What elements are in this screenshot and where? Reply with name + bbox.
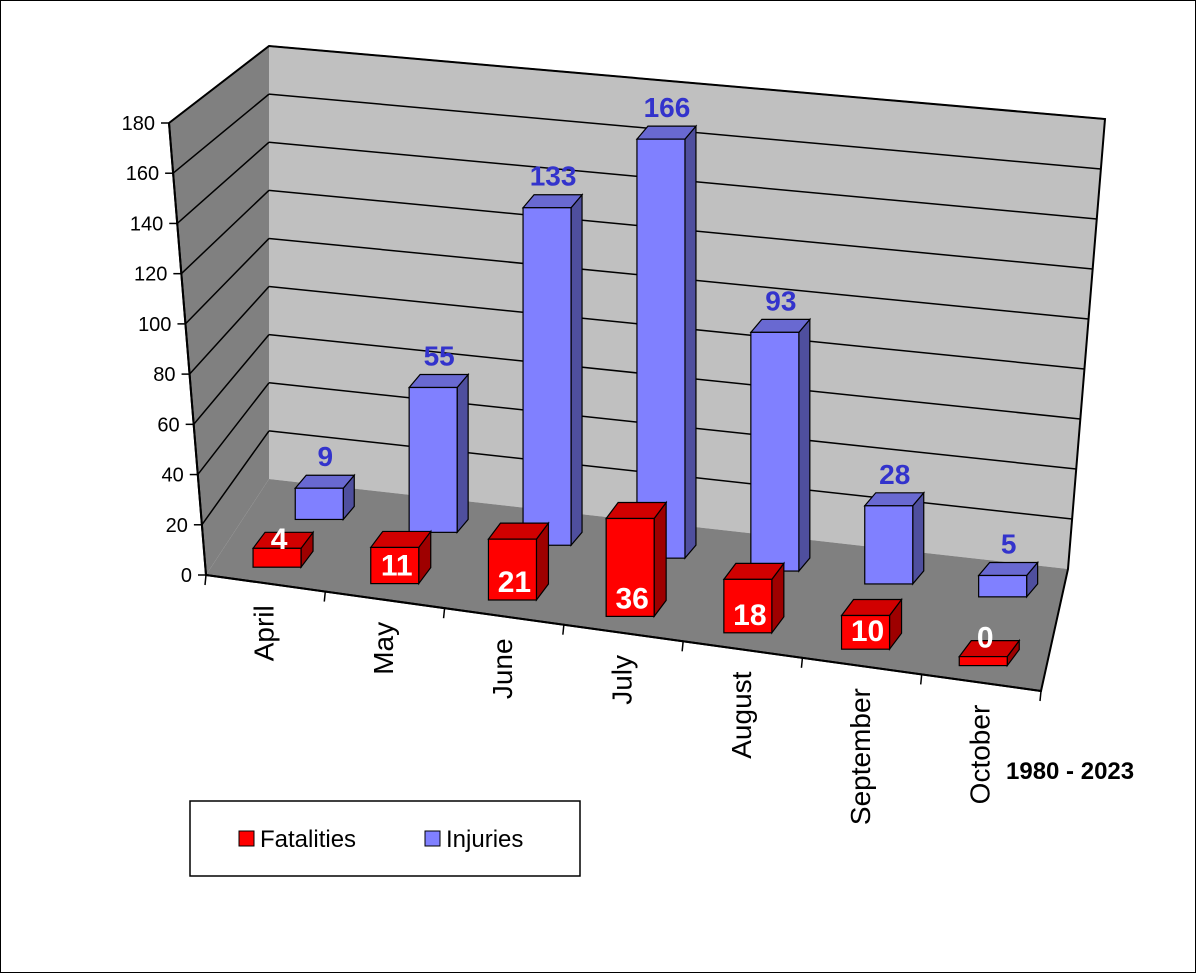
legend: Fatalities Injuries xyxy=(189,800,581,877)
gridline-side xyxy=(193,334,270,425)
x-tick-mark xyxy=(1039,690,1042,702)
category-label: July xyxy=(607,655,638,705)
gridline-side xyxy=(201,430,270,526)
category-label: September xyxy=(845,688,876,825)
value-label-injuries: 9 xyxy=(317,441,333,472)
value-label-injuries: 55 xyxy=(424,341,455,372)
value-label-fatalities: 21 xyxy=(498,566,531,599)
value-label-injuries: 28 xyxy=(879,459,910,490)
bar-injuries-june xyxy=(521,193,584,547)
value-label-fatalities: 10 xyxy=(851,615,884,648)
legend-swatch-fatalities xyxy=(238,830,255,847)
legend-label-fatalities: Fatalities xyxy=(260,826,356,853)
bar-injuries-august xyxy=(749,317,812,573)
legend-swatch-injuries xyxy=(424,830,441,847)
y-tick-label: 40 xyxy=(162,465,184,487)
gridline-side xyxy=(180,189,270,275)
bar-injuries-april xyxy=(293,473,356,522)
y-tick-label: 120 xyxy=(134,264,167,286)
x-tick-mark xyxy=(442,608,446,619)
y-tick-label: 20 xyxy=(166,515,188,537)
legend-label-injuries: Injuries xyxy=(446,826,523,853)
value-label-injuries: 93 xyxy=(765,285,796,316)
bar-fatalities-may xyxy=(369,529,432,586)
value-labels: 9 4 55 11 133 21 166 36 93 18 28 10 5 0 xyxy=(271,92,1017,654)
y-tick-label: 180 xyxy=(122,113,155,135)
gridline-side xyxy=(189,286,270,375)
bar-injuries-july xyxy=(635,124,698,560)
side-wall xyxy=(169,46,269,575)
y-tick-label: 100 xyxy=(138,314,171,336)
bar-fatalities-april xyxy=(251,530,315,570)
gridline-side xyxy=(184,237,270,325)
y-tick-label: 140 xyxy=(130,213,163,235)
x-tick-mark xyxy=(800,657,804,668)
gridline-side xyxy=(197,382,270,476)
legend-box xyxy=(189,800,581,877)
y-tick-label: 60 xyxy=(157,414,179,436)
bar-fatalities-july xyxy=(604,500,668,619)
y-tick-label: 80 xyxy=(153,364,175,386)
x-tick-mark xyxy=(919,674,923,685)
bar-injuries-may xyxy=(407,372,470,534)
x-tick-mark xyxy=(562,624,565,635)
x-axis-ticks xyxy=(204,574,1042,702)
bar-fatalities-august xyxy=(722,561,786,635)
value-label-fatalities: 0 xyxy=(977,622,994,655)
value-label-injuries: 5 xyxy=(1001,529,1017,560)
y-axis-ticks: 0 20 40 60 80 100 120 140 160 180 xyxy=(122,113,206,587)
value-label-injuries: 166 xyxy=(644,92,691,123)
value-label-injuries: 133 xyxy=(530,161,577,192)
bar-fatalities-september xyxy=(840,597,903,652)
x-tick-mark xyxy=(681,641,684,652)
y-axis-line xyxy=(168,122,207,576)
bar-fatalities-june xyxy=(487,521,550,602)
date-range-note: 1980 - 2023 xyxy=(1006,758,1134,785)
category-labels: April May June July August September October xyxy=(249,605,996,825)
bar-fatalities-october xyxy=(958,638,1021,668)
value-label-fatalities: 4 xyxy=(271,523,288,556)
x-axis-line xyxy=(205,574,1042,692)
category-label: August xyxy=(726,671,757,758)
y-tick-label: 0 xyxy=(181,565,192,587)
bar-injuries-october xyxy=(977,560,1039,599)
gridline-side xyxy=(172,93,270,174)
category-label: April xyxy=(249,605,280,661)
value-label-fatalities: 36 xyxy=(615,582,648,615)
category-label: October xyxy=(964,705,995,805)
bar-injuries-september xyxy=(863,491,926,586)
y-tick-label: 160 xyxy=(126,163,159,185)
x-tick-mark xyxy=(323,591,327,602)
gridline-side xyxy=(176,141,270,225)
value-label-fatalities: 18 xyxy=(733,599,766,632)
x-tick-mark xyxy=(204,574,207,586)
bars xyxy=(251,124,1039,668)
category-label: June xyxy=(487,638,518,699)
category-label: May xyxy=(368,622,399,675)
value-label-fatalities: 11 xyxy=(381,550,413,583)
